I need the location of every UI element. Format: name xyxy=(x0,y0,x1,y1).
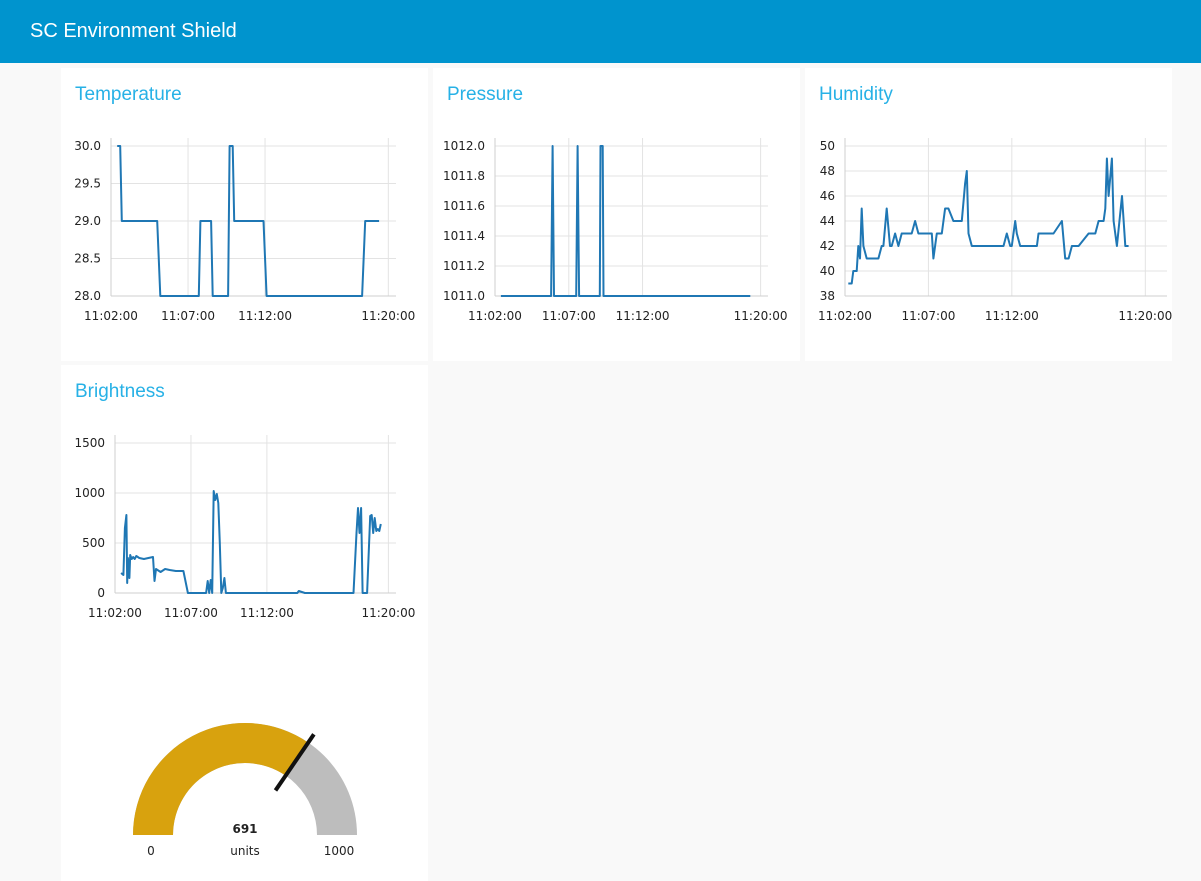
pressure-title: Pressure xyxy=(447,84,524,105)
series-line xyxy=(500,145,751,297)
y-tick-label: 1011.0 xyxy=(443,289,485,303)
x-tick-label: 11:20:00 xyxy=(361,606,415,620)
y-tick-label: 29.0 xyxy=(74,214,101,228)
x-tick-label: 11:20:00 xyxy=(734,309,788,323)
x-tick-label: 11:07:00 xyxy=(901,309,955,323)
y-tick-label: 40 xyxy=(820,264,835,278)
gauge-fill xyxy=(133,723,309,835)
temperature-chart: 28.0 28.5 29.0 29.5 30.0 11:02:00 11:07:00 11:1… xyxy=(74,138,415,323)
series-line xyxy=(117,145,380,297)
y-tick-label: 46 xyxy=(820,189,835,203)
humidity-title: Humidity xyxy=(819,84,893,105)
humidity-chart: 38 40 42 44 46 48 50 11:02:00 11:07:00 11:12:00 11… xyxy=(818,138,1172,323)
y-tick-label: 1011.6 xyxy=(443,199,485,213)
app-title: SC Environment Shield xyxy=(30,20,237,42)
y-tick-label: 44 xyxy=(820,214,835,228)
temperature-card: Temperature 28.0 28.5 29.0 29.5 30.0 11:02:00… xyxy=(61,68,428,361)
brightness-gauge: 691 units 0 1000 xyxy=(133,723,357,858)
x-tick-label: 11:07:00 xyxy=(161,309,215,323)
y-tick-label: 28.5 xyxy=(74,252,101,266)
pressure-chart: 1011.0 1011.2 1011.4 1011.6 1011.8 1012.0 11:0… xyxy=(443,138,788,323)
x-tick-label: 11:20:00 xyxy=(1118,309,1172,323)
y-tick-label: 48 xyxy=(820,164,835,178)
x-tick-label: 11:20:00 xyxy=(361,309,415,323)
y-tick-label: 30.0 xyxy=(74,139,101,153)
x-tick-label: 11:07:00 xyxy=(542,309,596,323)
x-tick-label: 11:07:00 xyxy=(164,606,218,620)
gauge-units: units xyxy=(230,844,260,858)
y-tick-label: 500 xyxy=(82,536,105,550)
x-tick-label: 11:12:00 xyxy=(238,309,292,323)
brightness-card: Brightness 0 500 1000 1500 11:02:00 11:07:00 1… xyxy=(61,365,428,881)
y-tick-label: 29.5 xyxy=(74,177,101,191)
x-tick-label: 11:12:00 xyxy=(616,309,670,323)
gauge-min-label: 0 xyxy=(147,844,155,858)
series-line xyxy=(848,157,1129,285)
x-tick-label: 11:12:00 xyxy=(985,309,1039,323)
gauge-value: 691 xyxy=(232,822,257,836)
y-tick-label: 1011.8 xyxy=(443,169,485,183)
x-tick-label: 11:02:00 xyxy=(468,309,522,323)
gauge-needle xyxy=(273,733,316,792)
humidity-card: Humidity 38 40 42 44 46 48 50 11:02:00 11:07:00 1… xyxy=(805,68,1172,361)
y-tick-label: 28.0 xyxy=(74,289,101,303)
x-tick-label: 11:02:00 xyxy=(88,606,142,620)
y-tick-label: 1011.2 xyxy=(443,259,485,273)
y-tick-label: 1012.0 xyxy=(443,139,485,153)
brightness-title: Brightness xyxy=(75,381,165,402)
x-tick-label: 11:02:00 xyxy=(818,309,872,323)
y-tick-label: 1011.4 xyxy=(443,229,485,243)
y-tick-label: 1500 xyxy=(74,436,105,450)
app-toolbar: SC Environment Shield xyxy=(0,0,1201,63)
gauge-max-label: 1000 xyxy=(324,844,355,858)
y-tick-label: 38 xyxy=(820,289,835,303)
pressure-card: Pressure 1011.0 1011.2 1011.4 1011.6 1011.8 1… xyxy=(433,68,800,361)
x-tick-label: 11:12:00 xyxy=(240,606,294,620)
y-tick-label: 42 xyxy=(820,239,835,253)
y-tick-label: 0 xyxy=(97,586,105,600)
brightness-chart: 0 500 1000 1500 11:02:00 11:07:00 11:12:00 11:2… xyxy=(74,435,415,620)
x-tick-label: 11:02:00 xyxy=(84,309,138,323)
series-line xyxy=(120,490,382,594)
y-tick-label: 50 xyxy=(820,139,835,153)
y-tick-label: 1000 xyxy=(74,486,105,500)
temperature-title: Temperature xyxy=(75,84,182,105)
